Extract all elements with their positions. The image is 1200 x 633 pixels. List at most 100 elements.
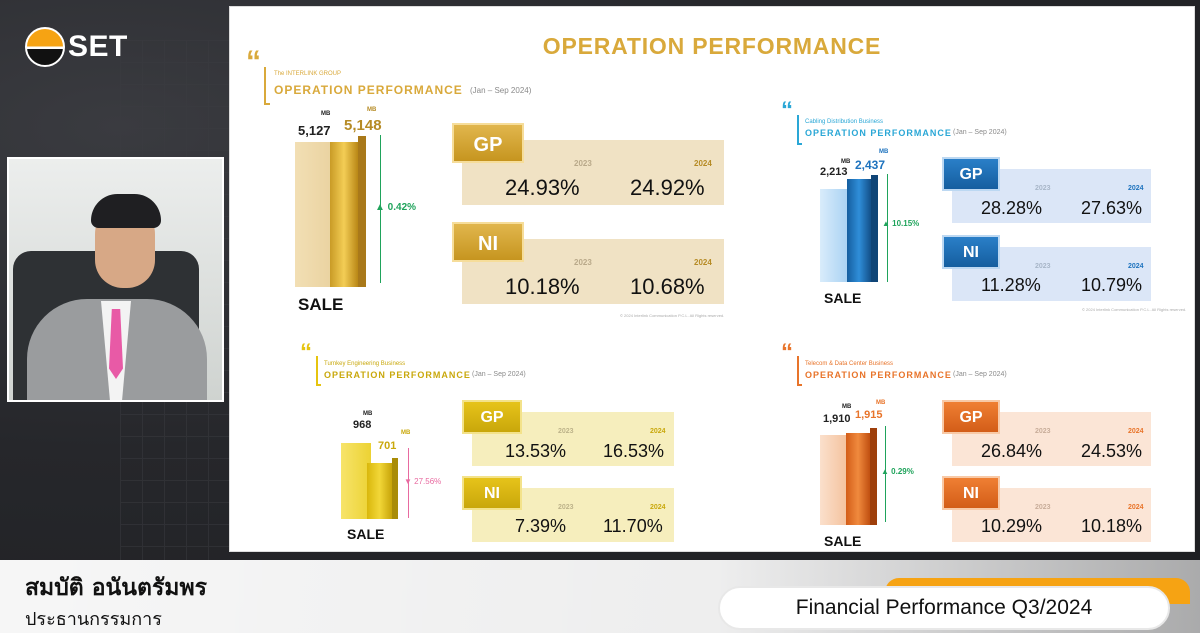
growth-value: ▲ 0.42% — [375, 202, 417, 213]
panel-period: (Jan – Sep 2024) — [953, 371, 1007, 378]
title-bracket — [797, 115, 802, 145]
panel-subtitle-small: The INTERLINK GROUP — [274, 71, 342, 77]
sale-bar-2024 — [330, 142, 358, 287]
gp-label: GP — [452, 123, 524, 163]
growth-value: ▲ 10.15% — [882, 219, 920, 228]
growth-line — [887, 174, 888, 282]
panel-subtitle: OPERATION PERFORMANCE — [805, 128, 952, 138]
unit-label: MB — [876, 400, 886, 406]
slide-title: OPERATION PERFORMANCE — [542, 33, 882, 59]
sale-label: SALE — [824, 533, 862, 549]
sale-bar-2024-side — [870, 428, 877, 525]
unit-label: MB — [367, 107, 377, 113]
sale-bar-2023 — [295, 142, 331, 287]
year-2023-label: 2023 — [558, 504, 574, 511]
ni-2024-value: 10.79% — [1081, 275, 1143, 295]
sale-bar-2023 — [820, 189, 848, 282]
sale-label: SALE — [347, 526, 385, 542]
set-logo-text: SET — [68, 30, 128, 63]
gp-2024-value: 27.63% — [1081, 198, 1143, 218]
growth-line — [885, 426, 886, 522]
ni-2023-value: 10.18% — [505, 274, 580, 299]
unit-label: MB — [841, 159, 851, 165]
growth-line — [380, 135, 381, 283]
quote-icon: “ — [246, 45, 261, 78]
sale-value-2023: 968 — [353, 419, 372, 431]
footnote: © 2024 Interlink Communication P.C.L. Al… — [1082, 307, 1187, 312]
title-bracket — [797, 356, 802, 386]
sale-label: SALE — [824, 290, 862, 306]
year-2023-label: 2023 — [1035, 185, 1051, 192]
presenter-video — [7, 157, 224, 402]
year-2024-label: 2024 — [694, 159, 712, 168]
panel-subtitle-small: Telecom & Data Center Business — [805, 361, 894, 367]
gp-2024-value: 16.53% — [603, 441, 665, 461]
ni-2024-value: 10.18% — [1081, 516, 1143, 536]
ni-label: NI — [942, 476, 1000, 510]
ni-2024-value: 11.70% — [603, 516, 663, 536]
panel-subtitle: OPERATION PERFORMANCE — [324, 370, 471, 380]
year-2024-label: 2024 — [694, 258, 712, 267]
footnote: © 2024 Interlink Communication P.C.L. Al… — [620, 313, 725, 318]
year-2023-label: 2023 — [574, 258, 592, 267]
sale-bar-2024 — [846, 433, 870, 525]
gp-label: GP — [462, 400, 522, 434]
ni-2023-value: 10.29% — [981, 516, 1043, 536]
sale-value-2024: 1,915 — [855, 409, 883, 421]
sale-bar-2023 — [341, 443, 371, 519]
unit-label: MB — [842, 404, 852, 410]
topic-banner: Financial Performance Q3/2024 — [718, 586, 1170, 630]
growth-value: ▼ 27.56% — [404, 477, 442, 486]
growth-value: ▲ 0.29% — [881, 467, 914, 476]
set-logo: SET — [25, 27, 128, 67]
sale-value-2024: 5,148 — [344, 117, 382, 134]
ni-label: NI — [462, 476, 522, 510]
sale-value-2024: 701 — [378, 440, 397, 452]
ni-label: NI — [452, 222, 524, 262]
gp-2023-value: 13.53% — [505, 441, 567, 461]
sale-bar-2024-side — [358, 136, 366, 287]
sale-value-2023: 1,910 — [823, 413, 851, 425]
gp-2024-value: 24.53% — [1081, 441, 1143, 461]
year-2024-label: 2024 — [1128, 263, 1144, 270]
set-logo-icon — [25, 27, 65, 67]
year-2023-label: 2023 — [1035, 504, 1051, 511]
panel-period: (Jan – Sep 2024) — [470, 86, 532, 95]
presentation-slide: OPERATION PERFORMANCE “ The INTERLINK GR… — [229, 6, 1195, 552]
year-2024-label: 2024 — [1128, 185, 1144, 192]
year-2024-label: 2024 — [650, 504, 666, 511]
sale-bar-2024-side — [392, 458, 398, 519]
unit-label: MB — [363, 411, 373, 417]
panel-subtitle-small: Cabling Distribution Business — [805, 119, 884, 125]
sale-label: SALE — [298, 295, 344, 314]
sale-bar-2024-side — [871, 175, 878, 282]
sale-bar-2024 — [367, 463, 392, 519]
unit-label: MB — [401, 430, 411, 436]
unit-label: MB — [321, 111, 331, 117]
year-2023-label: 2023 — [1035, 428, 1051, 435]
growth-line — [408, 448, 409, 518]
presenter-name: สมบัติ อนันตรัมพร — [25, 575, 207, 601]
quote-icon: “ — [300, 339, 312, 366]
year-2023-label: 2023 — [1035, 263, 1051, 270]
panel-period: (Jan – Sep 2024) — [472, 371, 526, 378]
ni-2024-value: 10.68% — [630, 274, 705, 299]
year-2024-label: 2024 — [1128, 504, 1144, 511]
unit-label: MB — [879, 149, 889, 155]
year-2023-label: 2023 — [574, 159, 592, 168]
sale-value-2023: 2,213 — [820, 166, 848, 178]
quote-icon: “ — [781, 339, 793, 366]
sale-value-2023: 5,127 — [298, 123, 331, 138]
year-2024-label: 2024 — [650, 428, 666, 435]
panel-subtitle-small: Turnkey Engineering Business — [324, 361, 406, 367]
title-bracket — [264, 67, 270, 105]
sale-bar-2024 — [847, 179, 871, 282]
gp-label: GP — [942, 157, 1000, 191]
gp-2023-value: 26.84% — [981, 441, 1043, 461]
panel-period: (Jan – Sep 2024) — [953, 129, 1007, 136]
title-bracket — [316, 356, 321, 386]
quote-icon: “ — [781, 97, 793, 124]
gp-label: GP — [942, 400, 1000, 434]
gp-2023-value: 28.28% — [981, 198, 1043, 218]
sale-bar-2023 — [820, 435, 848, 525]
